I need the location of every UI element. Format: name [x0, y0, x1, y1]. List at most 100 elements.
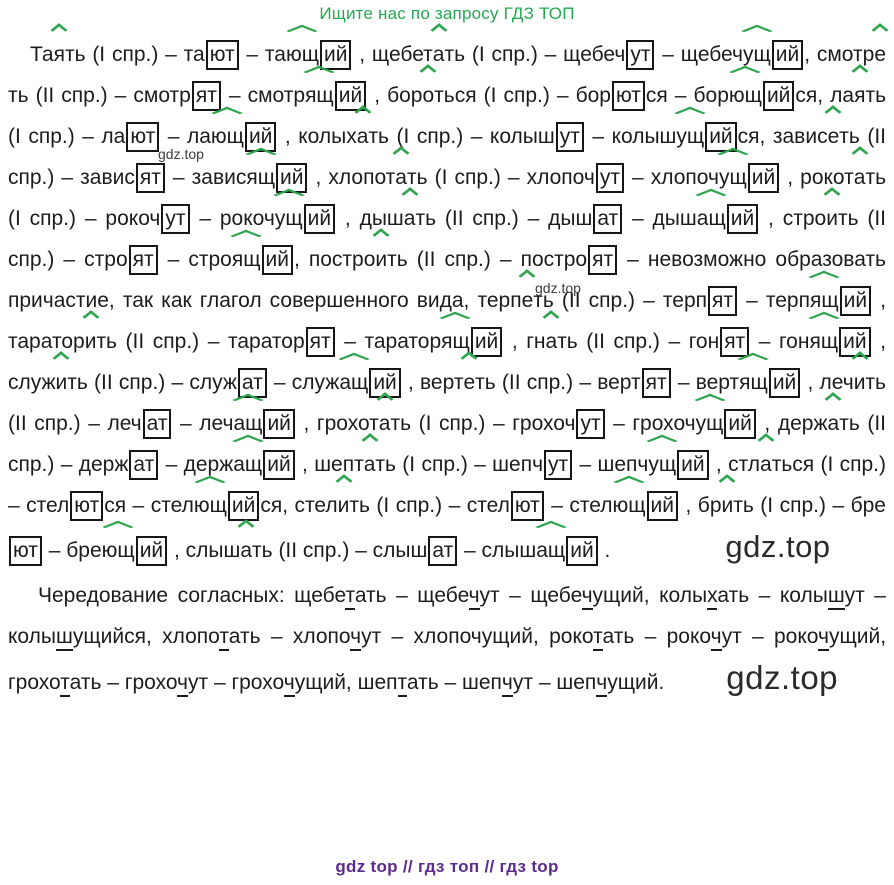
- boxed-ending: ут: [576, 409, 605, 439]
- text-run: – рокоч: [190, 207, 275, 230]
- boxed-ending: ий: [677, 450, 709, 480]
- text-run: , верт: [401, 371, 464, 394]
- alternating-consonant-underline: ч: [710, 625, 722, 651]
- text-run: ущий, колы: [592, 584, 708, 607]
- text-run: – та: [239, 43, 286, 66]
- participle-suffix-hat: ящ: [305, 75, 334, 116]
- boxed-ending: ий: [320, 40, 352, 70]
- text-run: , бр: [679, 494, 722, 517]
- alternating-consonant-underline: ч: [350, 625, 362, 651]
- text-run: , стро: [759, 207, 827, 230]
- boxed-ending: ут: [626, 40, 655, 70]
- suffix-accent: е: [463, 362, 475, 403]
- text-run: ть (I спр.) – хлопоч: [406, 166, 595, 189]
- suffix-accent: а: [828, 403, 840, 444]
- participle-suffix-hat: ащ: [233, 403, 262, 444]
- text-run: , бор: [367, 84, 423, 107]
- suffix-accent: и: [56, 362, 68, 403]
- boxed-ending: ий: [276, 163, 308, 193]
- text-run: ть (II спр.) – терп: [533, 289, 707, 312]
- boxed-ending: ят: [135, 163, 165, 193]
- boxed-ending: ют: [9, 536, 42, 566]
- text-run: ут – хлопочущий, роко: [361, 625, 594, 648]
- text-run: , щебет: [352, 43, 433, 66]
- text-run: – леч: [172, 412, 234, 435]
- text-run: – верт: [671, 371, 740, 394]
- text-run: ться (I спр.) – стел: [8, 453, 887, 517]
- text-run: , рокот: [780, 166, 854, 189]
- text-run: , гн: [503, 330, 546, 353]
- text-run: , леч: [801, 371, 854, 394]
- text-run: – стро: [158, 248, 232, 271]
- boxed-ending: ут: [161, 204, 190, 234]
- text-run: ся, завис: [737, 125, 828, 148]
- boxed-ending: ют: [611, 81, 645, 111]
- suffix-accent: е: [874, 34, 886, 75]
- text-run: ть (II спр.) – таратор: [96, 330, 305, 353]
- participle-suffix-hat: ущ: [696, 403, 724, 444]
- boxed-ending: ют: [70, 491, 104, 521]
- participle-suffix-hat: ящ: [810, 280, 839, 321]
- alternating-consonant-underline: т: [219, 625, 229, 651]
- participle-suffix-hat: ащ: [536, 530, 565, 571]
- alternating-consonant-underline: т: [60, 671, 70, 697]
- worksheet-page: Ищите нас по запросу ГДЗ ТОП Таять (I сп…: [0, 4, 894, 876]
- suffix-accent: е: [522, 280, 534, 321]
- participle-suffix-hat: ящ: [809, 321, 838, 362]
- text-run: ть (II спр.) – завис: [8, 125, 886, 189]
- text-run: ть (I спр.) – шепч: [375, 453, 544, 476]
- boxed-ending: ят: [708, 286, 737, 316]
- participle-suffix-hat: ащ: [233, 444, 262, 485]
- boxed-ending: ят: [191, 81, 221, 111]
- suffix-accent: и: [338, 485, 350, 526]
- text-run: ся, стел: [260, 494, 338, 517]
- alternating-consonant-underline: х: [707, 584, 718, 610]
- text-run: .: [598, 539, 611, 562]
- inline-watermark: gdz.top: [726, 659, 839, 696]
- text-run: – щебеч: [655, 43, 743, 66]
- participle-suffix-hat: ущ: [719, 157, 747, 198]
- text-run: ся, ла: [795, 84, 855, 107]
- suffix-accent: а: [404, 198, 416, 239]
- alternating-consonant-underline: т: [345, 584, 355, 610]
- boxed-ending: ят: [588, 245, 618, 275]
- text-run: , шепт: [295, 453, 364, 476]
- text-run: ться (I спр.) – бор: [434, 84, 611, 107]
- boxed-ending: ят: [641, 368, 671, 398]
- boxed-ending: ют: [205, 40, 239, 70]
- boxed-ending: ий: [334, 81, 367, 111]
- suffix-accent: а: [546, 321, 558, 362]
- boxed-ending: ят: [128, 245, 158, 275]
- text-run: ть (II спр.) – гон: [557, 330, 720, 353]
- text-run: , держ: [756, 412, 828, 435]
- alternating-consonant-underline: т: [397, 671, 407, 697]
- inline-watermark: gdz.top: [725, 529, 831, 564]
- boxed-ending: ий: [839, 327, 871, 357]
- boxed-ending: ат: [237, 368, 267, 398]
- text-run: ть (II спр.) – служ: [67, 371, 237, 394]
- alternating-consonant-underline: ч: [581, 584, 593, 610]
- text-run: ть (I спр.) – рокоч: [8, 166, 887, 230]
- suffix-accent: о: [422, 75, 434, 116]
- text-run: ть (II спр.) – постро: [387, 248, 588, 271]
- text-run: ут – щебе: [479, 584, 582, 607]
- alternating-consonant-underline: т: [593, 625, 603, 651]
- text-run: , хлопот: [308, 166, 396, 189]
- suffix-accent: а: [240, 530, 252, 571]
- text-run: – таратор: [335, 330, 442, 353]
- text-run: – стел: [544, 494, 613, 517]
- boxed-ending: ий: [263, 409, 295, 439]
- boxed-ending: ят: [720, 327, 750, 357]
- participle-suffix-hat: ющ: [613, 485, 646, 526]
- text-run: , таратор: [8, 289, 887, 353]
- paragraph-conjugations: Таять (I спр.) – та ют – тающ ий , щебетат…: [8, 34, 886, 571]
- text-run: ать – роко: [602, 625, 711, 648]
- boxed-ending: ий: [263, 450, 295, 480]
- text-run: – ла: [160, 125, 211, 148]
- participle-suffix-hat: ящ: [441, 321, 470, 362]
- text-run: ся – бор: [645, 84, 729, 107]
- alternating-consonant-underline: ч: [468, 584, 480, 610]
- suffix-accent: и: [854, 362, 866, 403]
- suffix-accent: я: [854, 75, 865, 116]
- text-run: – терп: [738, 289, 810, 312]
